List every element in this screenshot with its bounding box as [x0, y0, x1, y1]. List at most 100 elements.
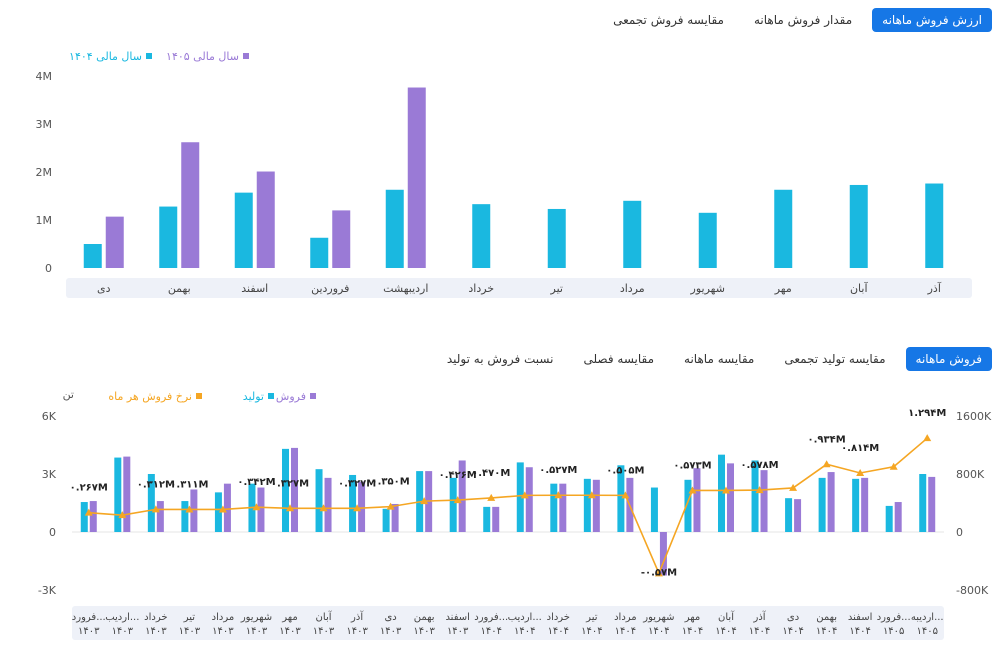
y-tick-label: 2M: [36, 166, 53, 179]
sales-bar: [156, 501, 164, 532]
legend-swatch: [243, 53, 249, 59]
legend-label: نرخ فروش هر ماه: [108, 390, 192, 403]
sales-rate-label: ۰.۳۲۷M: [338, 478, 376, 489]
x-tick-label: تیر: [585, 612, 598, 623]
x-tick-label: خرداد: [547, 612, 570, 623]
sales-bar: [291, 447, 298, 532]
production-bar: [181, 501, 189, 532]
x-tick-label: دی: [384, 612, 396, 623]
sales-rate-point: [923, 434, 932, 442]
y-tick-label: 3M: [36, 118, 53, 131]
sales-rate-point: [118, 511, 127, 519]
x-tick-label: شهریور: [642, 612, 674, 623]
bar: [623, 200, 642, 268]
bottom-tabs: نسبت فروش به تولید مقایسه فصلی مقایسه ما…: [437, 347, 992, 371]
bar: [310, 237, 329, 268]
x-tick-year: ۱۴۰۴: [715, 626, 736, 637]
tab-seasonal[interactable]: مقایسه فصلی: [583, 352, 655, 366]
x-tick-year: ۱۴۰۴: [548, 626, 569, 637]
y-tick-label: 4M: [36, 70, 53, 83]
sales-rate-point: [621, 491, 630, 499]
sales-rate-label: ۰.۳۱۱M: [170, 479, 208, 490]
production-bar: [114, 457, 122, 532]
x-tick-label: بهمن: [168, 282, 191, 295]
sales-rate-point: [889, 462, 898, 470]
tab-cumulative-sales[interactable]: مقایسه فروش تجمعی: [613, 13, 724, 27]
sales-rate-label: ۰.۵۷۳M: [673, 460, 711, 471]
x-tick-label: آبان: [316, 610, 333, 623]
sales-rate-point: [185, 505, 194, 513]
x-tick-label: خرداد: [468, 282, 494, 295]
production-bar: [282, 448, 289, 532]
production-bar: [885, 505, 893, 532]
tab-sales-to-production[interactable]: نسبت فروش به تولید: [446, 352, 554, 366]
x-tick-label: تیر: [550, 282, 563, 295]
sales-rate-label: ۰.۲۶۷M: [70, 483, 108, 494]
x-tick-label: شهریور: [690, 282, 725, 295]
sales-bar: [123, 456, 131, 532]
y2-tick-label: 1600K: [956, 410, 992, 423]
x-tick-year: ۱۴۰۴: [581, 626, 602, 637]
sales-rate-point: [252, 503, 261, 511]
bar: [332, 210, 351, 268]
x-tick-label: آبان: [850, 281, 868, 295]
sales-bar: [894, 502, 902, 532]
bar: [774, 189, 793, 268]
sales-bar: [358, 481, 366, 532]
x-tick-year: ۱۴۰۳: [179, 626, 201, 637]
sales-rate-point: [587, 491, 596, 499]
sales-bar: [760, 470, 768, 532]
sales-rate-point: [453, 496, 462, 504]
sales-rate-point: [755, 486, 764, 494]
x-tick-label: شهریور: [240, 612, 272, 623]
x-tick-year: ۱۴۰۴: [682, 626, 703, 637]
tab-monthly-compare[interactable]: مقایسه ماهانه: [684, 352, 755, 366]
sales-bar: [928, 476, 936, 532]
sales-bar: [223, 483, 231, 532]
production-bar: [684, 479, 692, 532]
production-bar: [483, 506, 491, 532]
sales-rate-point: [286, 504, 294, 512]
x-tick-year: ۱۴۰۳: [212, 626, 234, 637]
x-tick-label: اردیب...: [105, 612, 139, 623]
x-tick-label: مهر: [684, 612, 700, 623]
x-tick-label: مرداد: [620, 282, 645, 295]
x-tick-year: ۱۴۰۳: [246, 626, 268, 637]
x-tick-label: آذر: [927, 281, 942, 295]
tab-monthly-sales-quantity[interactable]: مقدار فروش ماهانه: [753, 13, 853, 27]
x-tick-label: آذر: [753, 610, 767, 623]
sales-bar: [458, 460, 466, 532]
bar: [83, 244, 102, 268]
x-tick-year: ۱۴۰۴: [749, 626, 770, 637]
x-tick-label: اردیبه...: [911, 612, 944, 623]
sales-rate-point: [84, 508, 93, 516]
production-bar: [751, 460, 759, 532]
sales-rate-point: [554, 491, 563, 499]
legend-label: تولید: [243, 390, 264, 403]
production-bar: [852, 478, 860, 532]
x-tick-year: ۱۴۰۳: [380, 626, 402, 637]
x-tick-year: ۱۴۰۴: [648, 626, 669, 637]
sales-rate-point: [353, 504, 362, 512]
sales-rate-point: [688, 486, 697, 494]
tab-monthly-sales-value[interactable]: ارزش فروش ماهانه: [872, 8, 992, 32]
production-bar: [147, 474, 155, 532]
production-bar: [349, 474, 357, 532]
x-tick-label: بهمن: [816, 612, 837, 623]
x-tick-label: فرورد...: [72, 612, 106, 623]
sales-rate-label: ۰.۵۷۸M: [740, 460, 778, 471]
sales-bar: [794, 499, 802, 532]
tab-monthly-sales[interactable]: فروش ماهانه: [905, 347, 992, 371]
sales-rate-point: [654, 569, 663, 577]
legend-label: سال مالی ۱۴۰۵: [166, 50, 239, 63]
sales-rate-label: ۰.۵۲۷M: [539, 465, 577, 476]
x-tick-label: اردیبهشت: [383, 282, 428, 295]
sales-rate-label: ۰.۳۱۲M: [137, 479, 175, 490]
x-tick-year: ۱۴۰۴: [615, 626, 636, 637]
production-bar: [650, 487, 658, 532]
legend-swatch: [310, 393, 316, 399]
bar: [698, 212, 717, 268]
sales-bar: [727, 463, 734, 532]
bar: [407, 87, 426, 268]
tab-cumulative-production[interactable]: مقایسه تولید تجمعی: [784, 352, 886, 366]
